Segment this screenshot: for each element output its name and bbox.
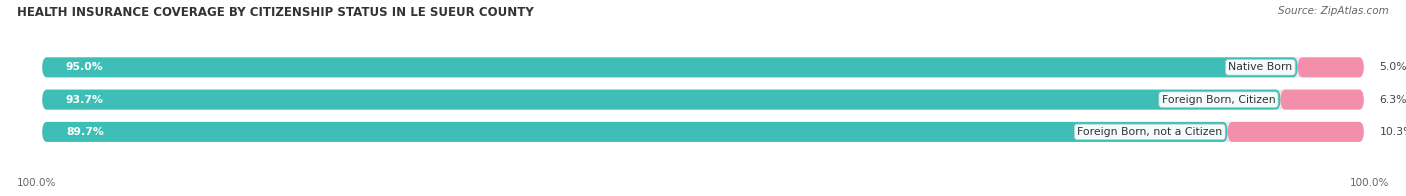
Text: Foreign Born, Citizen: Foreign Born, Citizen [1161,95,1275,105]
Text: 100.0%: 100.0% [17,178,56,188]
FancyBboxPatch shape [42,122,1364,142]
Text: 89.7%: 89.7% [66,127,104,137]
Text: HEALTH INSURANCE COVERAGE BY CITIZENSHIP STATUS IN LE SUEUR COUNTY: HEALTH INSURANCE COVERAGE BY CITIZENSHIP… [17,6,534,19]
Text: 5.0%: 5.0% [1379,62,1406,72]
Text: 93.7%: 93.7% [66,95,104,105]
FancyBboxPatch shape [42,57,1298,77]
Text: 95.0%: 95.0% [66,62,104,72]
Text: Foreign Born, not a Citizen: Foreign Born, not a Citizen [1077,127,1222,137]
FancyBboxPatch shape [42,90,1364,110]
Text: Native Born: Native Born [1229,62,1292,72]
FancyBboxPatch shape [42,90,1281,110]
FancyBboxPatch shape [1298,57,1364,77]
FancyBboxPatch shape [42,57,1364,77]
Text: 100.0%: 100.0% [1350,178,1389,188]
Text: 6.3%: 6.3% [1379,95,1406,105]
Text: 10.3%: 10.3% [1379,127,1406,137]
FancyBboxPatch shape [1227,122,1364,142]
FancyBboxPatch shape [1281,90,1364,110]
FancyBboxPatch shape [42,122,1227,142]
Text: Source: ZipAtlas.com: Source: ZipAtlas.com [1278,6,1389,16]
